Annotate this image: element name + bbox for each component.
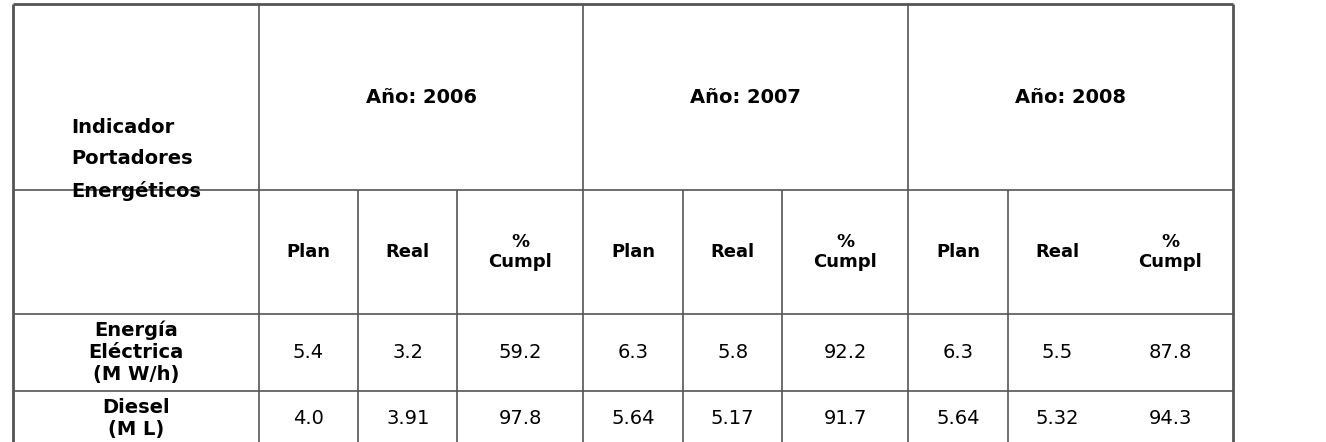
Text: %
Cumpl: % Cumpl bbox=[488, 232, 553, 271]
Text: Plan: Plan bbox=[611, 243, 655, 261]
Text: Año: 2007: Año: 2007 bbox=[691, 88, 801, 107]
Text: 92.2: 92.2 bbox=[823, 343, 867, 362]
Text: Año: 2006: Año: 2006 bbox=[366, 88, 476, 107]
Text: Real: Real bbox=[711, 243, 754, 261]
Text: 87.8: 87.8 bbox=[1148, 343, 1192, 362]
Text: 5.4: 5.4 bbox=[293, 343, 324, 362]
Text: 5.8: 5.8 bbox=[717, 343, 748, 362]
Text: Plan: Plan bbox=[286, 243, 330, 261]
Text: 5.64: 5.64 bbox=[936, 409, 980, 428]
Text: Diesel
(M L): Diesel (M L) bbox=[102, 398, 170, 439]
Text: Plan: Plan bbox=[936, 243, 980, 261]
Text: 97.8: 97.8 bbox=[499, 409, 542, 428]
Text: 5.64: 5.64 bbox=[611, 409, 655, 428]
Text: 5.32: 5.32 bbox=[1036, 409, 1079, 428]
Text: Año: 2008: Año: 2008 bbox=[1016, 88, 1126, 107]
Text: Real: Real bbox=[1036, 243, 1079, 261]
Text: 59.2: 59.2 bbox=[499, 343, 542, 362]
Text: %
Cumpl: % Cumpl bbox=[813, 232, 878, 271]
Text: 3.2: 3.2 bbox=[392, 343, 423, 362]
Text: 6.3: 6.3 bbox=[618, 343, 648, 362]
Text: 6.3: 6.3 bbox=[943, 343, 973, 362]
Text: Indicador
Portadores
Energéticos: Indicador Portadores Energéticos bbox=[70, 118, 202, 201]
Text: Real: Real bbox=[386, 243, 430, 261]
Text: 5.17: 5.17 bbox=[711, 409, 754, 428]
Text: 3.91: 3.91 bbox=[386, 409, 430, 428]
Text: 4.0: 4.0 bbox=[293, 409, 324, 428]
Text: 5.5: 5.5 bbox=[1042, 343, 1073, 362]
Text: 94.3: 94.3 bbox=[1148, 409, 1192, 428]
Text: Energía
Eléctrica
(M W/h): Energía Eléctrica (M W/h) bbox=[89, 321, 183, 384]
Text: %
Cumpl: % Cumpl bbox=[1138, 232, 1203, 271]
Text: 91.7: 91.7 bbox=[823, 409, 867, 428]
